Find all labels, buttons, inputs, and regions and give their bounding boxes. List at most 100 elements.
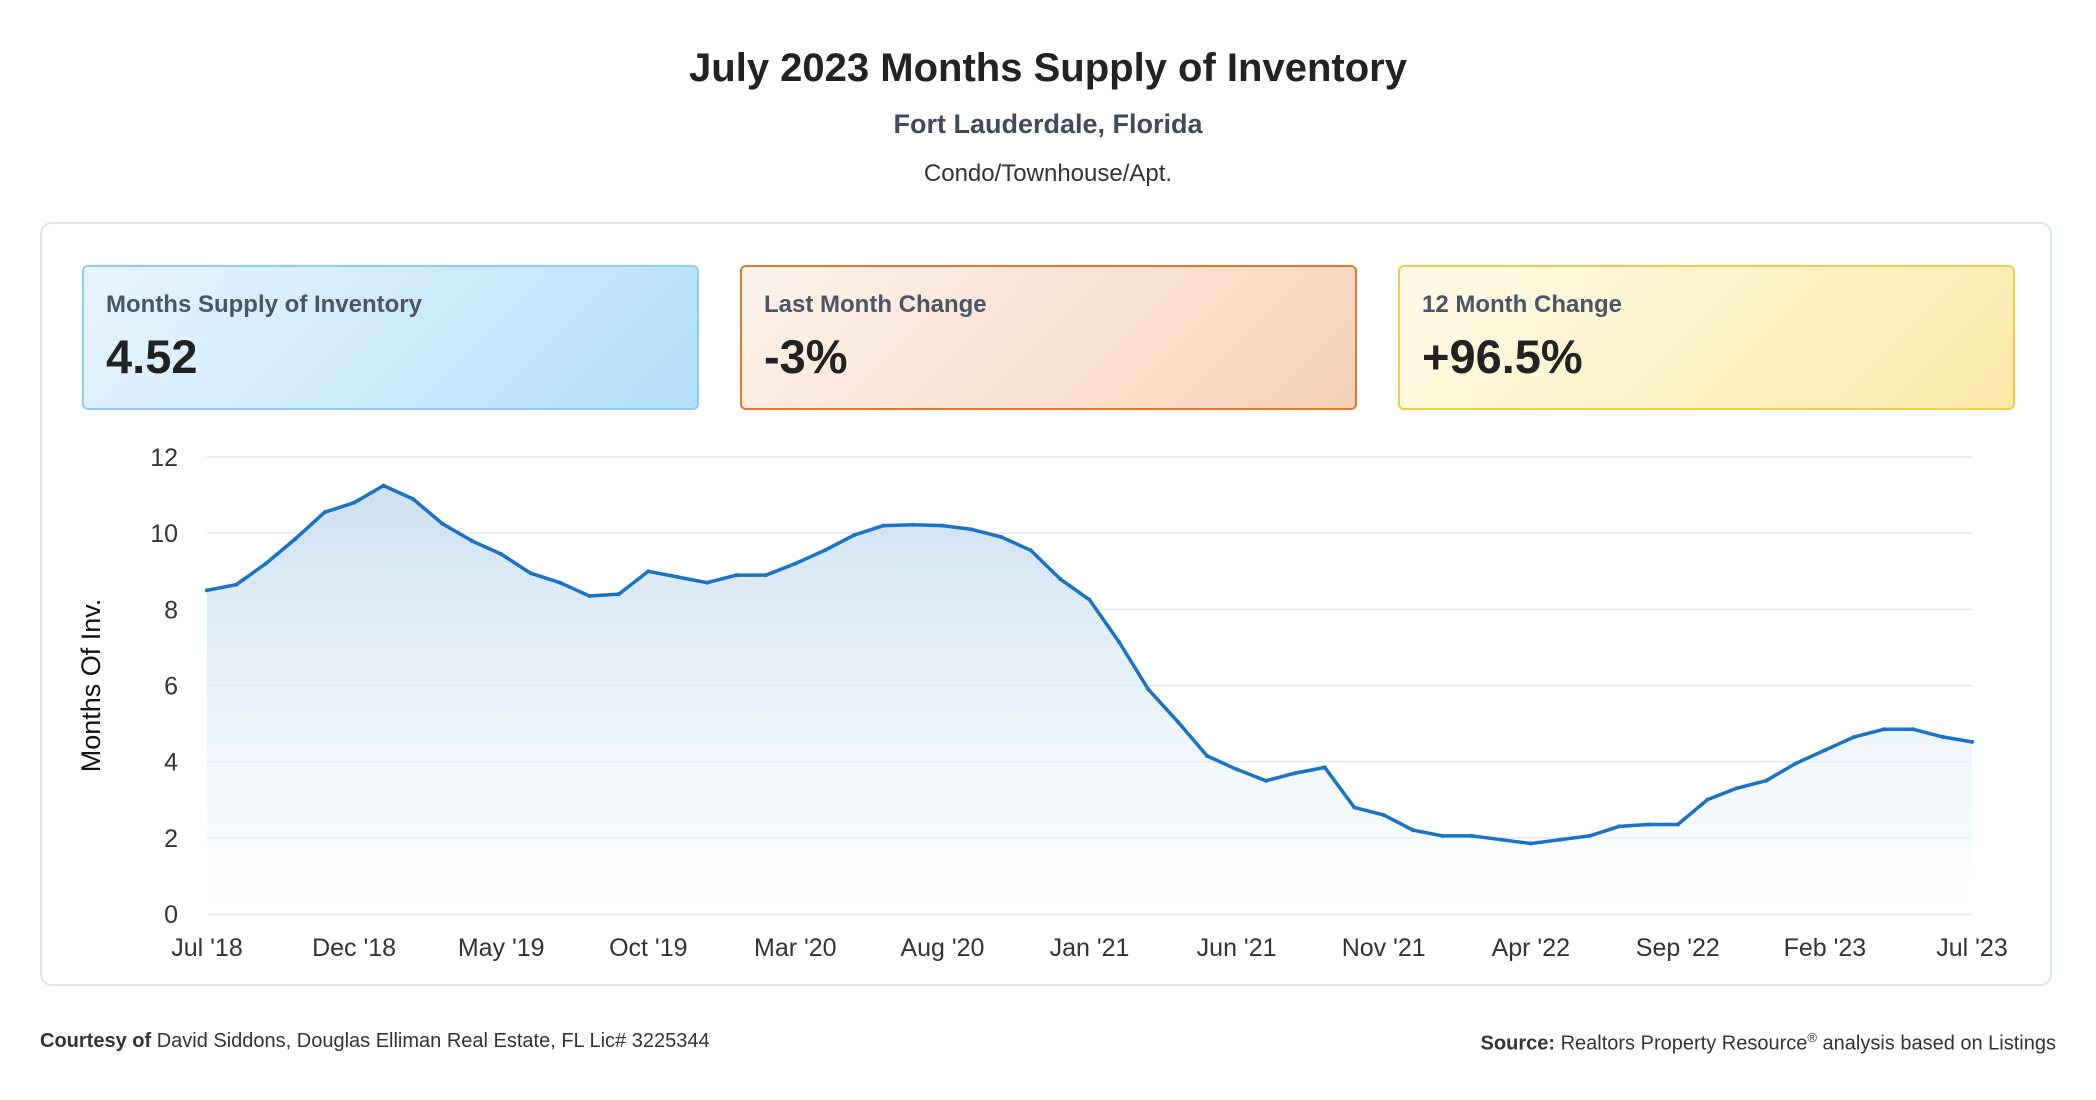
data-point	[999, 535, 1004, 539]
data-point	[675, 575, 680, 579]
data-point	[469, 538, 474, 543]
y-tick-label: 2	[164, 825, 178, 853]
data-point	[381, 483, 386, 488]
source-suffix: analysis based on Listings	[1822, 1032, 2056, 1055]
twelve-month-change-card: 12 Month Change +96.5%	[1398, 265, 2015, 410]
data-point	[763, 573, 768, 578]
data-point	[1764, 778, 1769, 783]
data-point	[1675, 822, 1680, 827]
data-point	[1528, 841, 1533, 846]
data-point	[587, 594, 592, 598]
footer-source: Source: Realtors Property Resource® anal…	[1481, 1030, 2056, 1056]
y-tick-label: 10	[150, 520, 178, 548]
months-supply-card: Months Supply of Inventory 4.52	[82, 265, 699, 410]
data-point	[911, 522, 915, 527]
data-point	[881, 523, 886, 528]
data-point	[793, 561, 798, 566]
data-point	[1705, 797, 1710, 802]
last-month-change-card: Last Month Change -3%	[740, 265, 1357, 410]
x-tick-label: Jul '23	[1936, 934, 2007, 962]
data-point	[293, 536, 298, 541]
data-point	[1970, 739, 1974, 744]
data-point	[1911, 727, 1916, 732]
data-point	[1881, 727, 1886, 732]
data-point	[263, 561, 268, 566]
x-tick-label: May '19	[458, 934, 545, 962]
x-tick-label: Mar '20	[754, 934, 837, 962]
data-point	[1381, 813, 1386, 817]
series-area	[207, 485, 1972, 914]
data-point	[1087, 597, 1092, 602]
data-point	[1734, 786, 1739, 791]
months-supply-line-chart: 0 2 4 6 8 10 12 Months Of Inv. Jul '18 Dec '18 M…	[76, 444, 2008, 962]
x-tick-label: Oct '19	[609, 934, 687, 962]
x-tick-label: Apr '22	[1492, 934, 1570, 962]
x-tick-label: Nov '21	[1342, 934, 1426, 962]
data-point	[1852, 734, 1857, 739]
data-point	[1352, 805, 1357, 810]
data-point	[1793, 761, 1798, 766]
courtesy-label: Courtesy of	[40, 1030, 152, 1052]
y-tick-label: 12	[150, 444, 178, 472]
data-point	[1293, 771, 1298, 776]
data-point	[1146, 687, 1151, 692]
x-tick-label: Jan '21	[1050, 934, 1130, 962]
data-point	[1587, 833, 1592, 838]
y-tick-label: 4	[164, 749, 178, 777]
months-supply-value: 4.52	[106, 330, 198, 383]
chart-location: Fort Lauderdale, Florida	[893, 109, 1203, 139]
data-point	[1028, 548, 1033, 553]
data-point	[1558, 837, 1563, 842]
data-point	[205, 588, 209, 593]
data-point	[1058, 576, 1063, 581]
data-point	[940, 523, 945, 528]
data-point	[528, 571, 533, 576]
last-month-change-label: Last Month Change	[764, 291, 987, 318]
data-point	[1940, 734, 1945, 739]
twelve-month-change-value: +96.5%	[1422, 330, 1583, 383]
data-point	[1234, 767, 1239, 772]
data-point	[352, 500, 357, 505]
data-point	[969, 527, 974, 532]
registered-mark: ®	[1807, 1030, 1817, 1045]
x-tick-label: Sep '22	[1636, 934, 1720, 962]
data-point	[1646, 822, 1651, 827]
x-axis-ticks: Jul '18 Dec '18 May '19 Oct '19 Mar '20 Aug '…	[171, 934, 2007, 962]
twelve-month-change-label: 12 Month Change	[1422, 291, 1623, 318]
y-axis-label: Months Of Inv.	[76, 599, 106, 773]
series-points	[205, 483, 1974, 846]
data-point	[1116, 639, 1121, 644]
footer-courtesy: Courtesy of David Siddons, Douglas Ellim…	[40, 1030, 710, 1053]
source-label: Source:	[1480, 1032, 1556, 1055]
last-month-change-value: -3%	[764, 330, 848, 383]
y-axis-ticks: 0 2 4 6 8 10 12	[150, 444, 178, 929]
data-point	[822, 548, 827, 553]
data-point	[1264, 778, 1268, 783]
data-point	[1205, 754, 1210, 758]
data-point	[558, 580, 562, 585]
courtesy-text: David Siddons, Douglas Elliman Real Esta…	[156, 1030, 710, 1052]
data-point	[234, 582, 239, 587]
months-supply-label: Months Supply of Inventory	[106, 291, 422, 318]
chart-title: July 2023 Months Supply of Inventory	[689, 46, 1407, 90]
x-tick-label: Feb '23	[1784, 934, 1867, 962]
data-point	[499, 552, 504, 557]
data-point	[440, 521, 445, 526]
data-point	[1322, 765, 1327, 770]
x-tick-label: Dec '18	[312, 934, 396, 962]
data-point	[852, 533, 857, 538]
data-point	[1822, 748, 1827, 753]
data-point	[705, 580, 710, 585]
data-point	[1469, 833, 1474, 838]
data-point	[410, 496, 415, 501]
data-point	[646, 569, 651, 574]
data-point	[616, 592, 621, 597]
data-point	[322, 510, 327, 515]
y-tick-label: 6	[164, 673, 178, 701]
x-tick-label: Aug '20	[900, 934, 984, 962]
data-point	[734, 573, 739, 578]
data-point	[1499, 837, 1504, 842]
x-tick-label: Jun '21	[1197, 934, 1277, 962]
data-point	[1440, 833, 1445, 838]
source-text: Realtors Property Resource	[1560, 1032, 1808, 1055]
